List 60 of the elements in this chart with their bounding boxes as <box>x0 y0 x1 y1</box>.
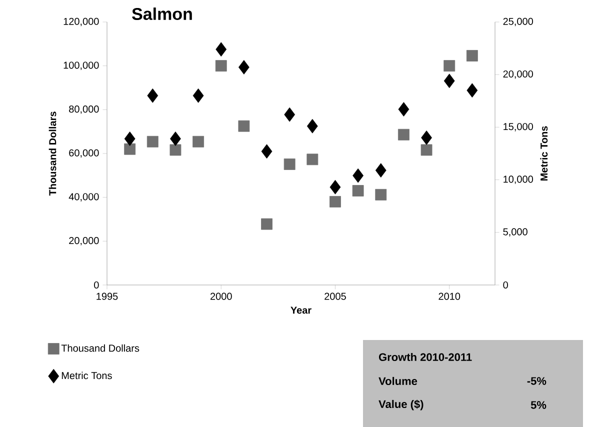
point <box>146 136 158 148</box>
point <box>147 88 158 103</box>
point <box>466 50 478 62</box>
point <box>375 188 387 200</box>
x-tick-label: 1995 <box>96 292 118 300</box>
point <box>398 102 410 117</box>
point <box>261 144 272 159</box>
y2-tick-label: 25,000 <box>503 18 533 26</box>
x-tick-label: 2010 <box>438 292 460 300</box>
y-tick-label: 0 <box>94 281 99 289</box>
y-tick-label: 80,000 <box>69 106 99 114</box>
point <box>306 118 318 134</box>
x-tick-label: 2000 <box>210 292 232 300</box>
y-tick-label: 100,000 <box>64 62 99 70</box>
y2-tick-label: 20,000 <box>503 70 533 79</box>
point <box>398 128 410 140</box>
x-tick-label: 2005 <box>324 292 346 300</box>
point <box>421 130 432 145</box>
text: Volume <box>378 376 418 386</box>
point <box>284 158 296 170</box>
point <box>192 88 204 103</box>
point <box>216 42 227 57</box>
y-tick-label: 40,000 <box>68 193 99 202</box>
y2-tick-label: 15,000 <box>504 123 533 132</box>
text: Growth 2010-2011 <box>378 352 472 362</box>
y2-axis-title: Metric Tons <box>540 126 548 181</box>
point <box>238 120 250 132</box>
point <box>375 163 386 178</box>
point <box>420 144 432 156</box>
point <box>215 60 227 72</box>
point <box>284 107 296 122</box>
x-axis-title: Year <box>290 306 312 314</box>
y-axis-title: Thousand Dollars <box>48 112 56 196</box>
point <box>124 132 136 146</box>
point <box>238 60 250 74</box>
legend-label: Thousand Dollars <box>61 344 140 352</box>
y-tick-label: 20,000 <box>69 237 99 246</box>
point <box>330 196 341 208</box>
point <box>444 60 456 72</box>
y2-tick-label: 5,000 <box>503 228 528 237</box>
point <box>124 143 136 155</box>
point <box>352 185 364 196</box>
point <box>306 154 318 166</box>
point <box>466 83 478 98</box>
y-tick-label: 120,000 <box>64 18 99 26</box>
text: 5% <box>530 401 546 409</box>
legend-label: Metric Tons <box>62 372 112 380</box>
y2-tick-label: 0 <box>503 281 508 289</box>
point <box>261 218 272 230</box>
point <box>330 180 341 194</box>
chart-title: Salmon <box>132 8 192 20</box>
text: -5% <box>527 377 546 385</box>
point <box>352 168 364 183</box>
point <box>170 144 182 156</box>
point <box>444 74 455 88</box>
y-tick-label: 60,000 <box>69 149 99 158</box>
point <box>192 136 204 148</box>
text: Value ($) <box>378 400 424 410</box>
y2-tick-label: 10,000 <box>504 176 533 184</box>
point <box>170 132 181 146</box>
